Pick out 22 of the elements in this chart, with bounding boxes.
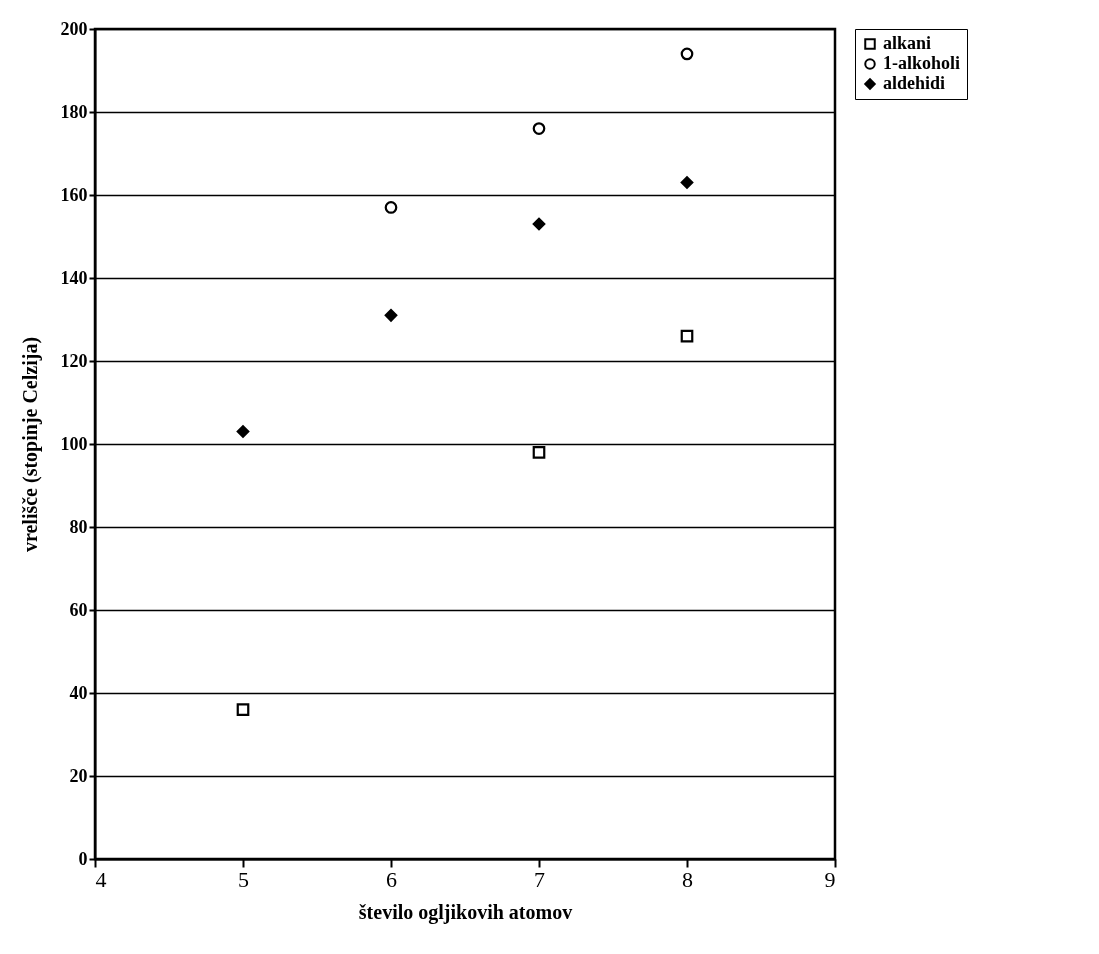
x-tick-label: 6 [386,866,397,892]
x-tick-label: 7 [534,866,545,892]
y-tick-label: 60 [69,599,88,620]
y-axis-title: vrelišče (stopinje Celzija) [18,336,42,553]
y-tick-label: 20 [69,765,88,786]
x-tick-label: 4 [95,866,107,892]
y-tick-label: 200 [60,18,88,39]
y-tick-label: 180 [60,101,88,122]
legend-label: 1-alkoholi [883,53,961,73]
legend-label: alkani [883,33,932,53]
y-tick-label: 140 [60,267,88,288]
legend-label: aldehidi [883,73,946,93]
y-tick-label: 80 [69,516,88,537]
y-tick-label: 120 [60,350,88,371]
x-axis-title: število ogljikovih atomov [358,900,573,924]
x-tick-label: 8 [682,866,693,892]
y-tick-label: 100 [60,433,88,454]
x-tick-label: 9 [824,866,836,892]
y-tick-label: 0 [78,848,88,869]
y-tick-label: 40 [69,682,88,703]
y-tick-label: 160 [60,184,88,205]
x-tick-label: 5 [238,866,249,892]
